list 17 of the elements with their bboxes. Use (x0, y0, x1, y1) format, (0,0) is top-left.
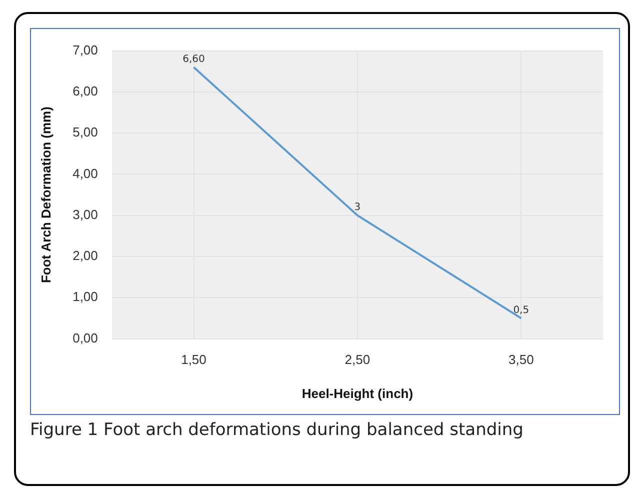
y-tick-label: 5,00 (72, 124, 98, 140)
x-tick-label: 1,50 (181, 352, 206, 368)
y-tick-label: 6,00 (72, 84, 98, 99)
y-tick-label: 3,00 (72, 206, 98, 222)
x-tick-label: 2,50 (344, 352, 370, 368)
data-label: 3 (354, 202, 361, 213)
y-tick-label: 1,00 (72, 289, 98, 304)
y-tick-label: 0,00 (72, 330, 98, 346)
data-label: 0,5 (513, 304, 530, 316)
x-axis-title: Heel-Height (inch) (302, 386, 414, 401)
y-tick-label: 4,00 (72, 166, 98, 181)
y-axis-title: Foot Arch Deformation (mm) (38, 106, 54, 284)
y-tick-label: 7,00 (72, 42, 98, 58)
caption: Figure 1 Foot arch deformations during balanced standing (30, 420, 524, 440)
y-tick-label: 2,00 (72, 248, 98, 264)
x-tick-label: 3,50 (508, 352, 534, 368)
data-label: 6,60 (182, 54, 205, 65)
